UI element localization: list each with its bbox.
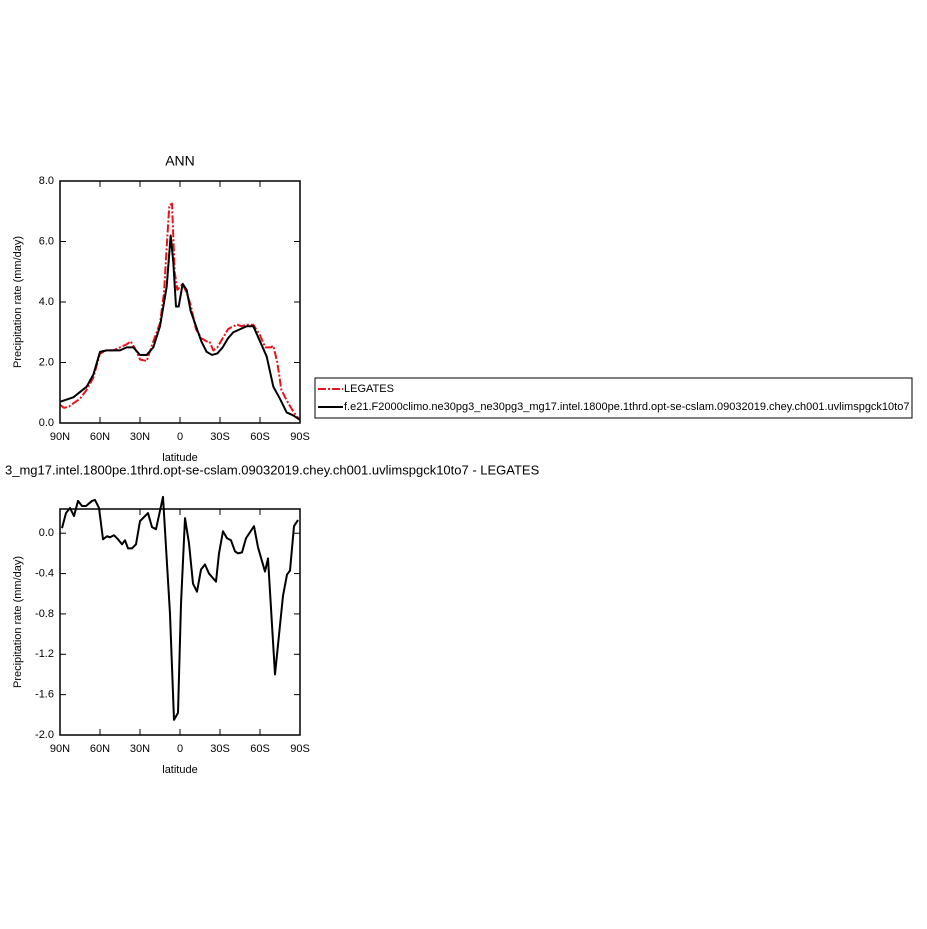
chart-title: ANN (165, 153, 195, 169)
y-tick-label: 4.0 (39, 296, 54, 308)
x-tick-label: 90S (290, 431, 310, 443)
x-tick-label: 60N (90, 431, 110, 443)
y-axis-label: Precipitation rate (mm/day) (12, 556, 24, 688)
y-axis-label: Precipitation rate (mm/day) (12, 236, 24, 368)
x-tick-label: 60N (90, 743, 110, 755)
y-tick-label: -1.2 (35, 648, 54, 660)
y-tick-label: 2.0 (39, 356, 54, 368)
x-axis-label: latitude (162, 452, 197, 464)
y-tick-label: 6.0 (39, 235, 54, 247)
y-tick-label: -1.6 (35, 689, 54, 701)
y-tick-label: 0.0 (39, 417, 54, 429)
x-tick-label: 30N (130, 431, 150, 443)
plot-frame (59, 508, 301, 736)
y-tick-label: -0.8 (35, 608, 54, 620)
series-line (61, 495, 299, 721)
x-tick-label: 60S (250, 743, 270, 755)
y-tick-label: -2.0 (35, 729, 54, 741)
y-tick-label: 8.0 (39, 175, 54, 187)
y-tick-label: -0.4 (35, 567, 54, 579)
x-tick-label: 90N (50, 431, 70, 443)
chart-title: 3_mg17.intel.1800pe.1thrd.opt-se-cslam.0… (5, 462, 540, 477)
series-line (59, 202, 301, 421)
legend-box (314, 377, 913, 419)
x-tick-label: 30N (130, 743, 150, 755)
legend-label: f.e21.F2000climo.ne30pg3_ne30pg3_mg17.in… (344, 401, 909, 413)
series-line (59, 234, 301, 421)
legend-label: LEGATES (344, 383, 394, 395)
y-tick-label: 0.0 (39, 527, 54, 539)
x-tick-label: 30S (210, 431, 230, 443)
plot-frame (59, 180, 301, 424)
x-axis-label: latitude (162, 764, 197, 776)
x-tick-label: 60S (250, 431, 270, 443)
x-tick-label: 0 (177, 743, 183, 755)
x-tick-label: 30S (210, 743, 230, 755)
x-tick-label: 0 (177, 431, 183, 443)
x-tick-label: 90N (50, 743, 70, 755)
x-tick-label: 90S (290, 743, 310, 755)
